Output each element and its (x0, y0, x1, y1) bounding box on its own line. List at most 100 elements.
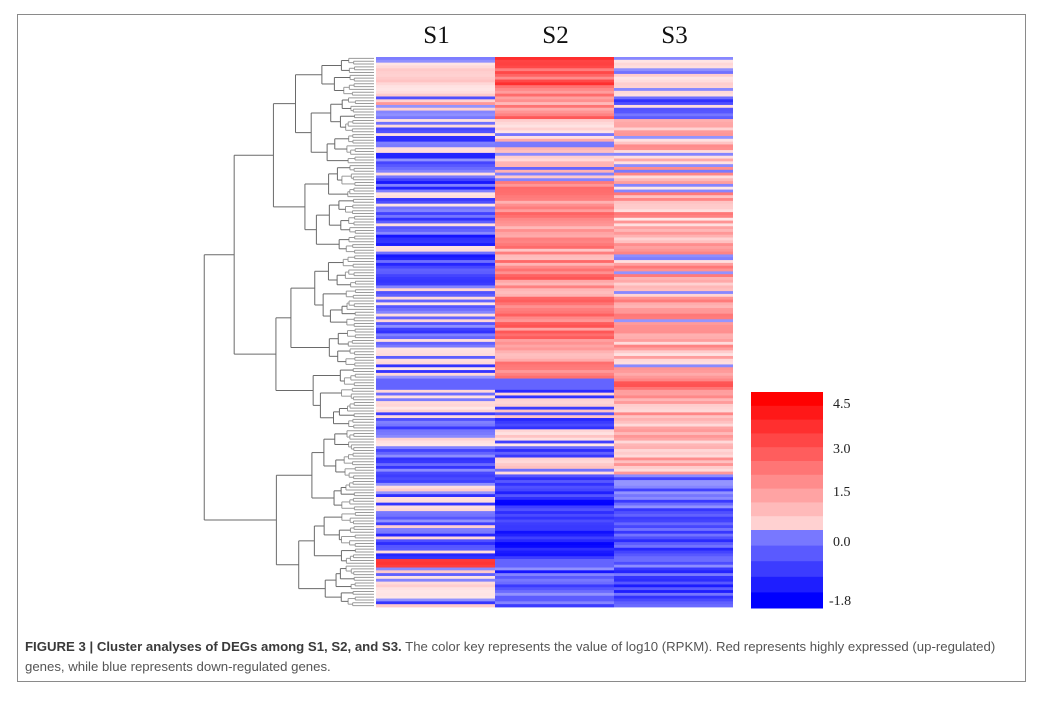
heatmap-cell (495, 291, 614, 295)
heatmap-cell (495, 200, 614, 205)
column-label-s1: S1 (423, 22, 450, 49)
heatmap-cell (614, 107, 733, 111)
heatmap-cell (376, 372, 495, 377)
heatmap-cell (614, 564, 733, 568)
heatmap-cell (495, 516, 614, 520)
heatmap-cell (614, 432, 733, 436)
color-key-swatch (751, 405, 823, 421)
heatmap-cell (376, 271, 495, 275)
heatmap-cell (376, 200, 495, 205)
heatmap-cell (495, 155, 614, 159)
heatmap-cell (376, 88, 495, 92)
heatmap-cell (376, 279, 495, 284)
heatmap-cell (614, 144, 733, 148)
heatmap-cell (495, 141, 614, 145)
heatmap-cell (614, 401, 733, 405)
heatmap-cell (376, 584, 495, 588)
heatmap-cell (495, 550, 614, 554)
color-key-tick-label: 1.5 (833, 485, 851, 500)
heatmap-cell (614, 398, 733, 402)
color-key-swatch (751, 576, 823, 593)
heatmap-cell (614, 403, 733, 408)
heatmap-cell (614, 395, 733, 399)
heatmap-cell (376, 468, 495, 473)
heatmap-cell (495, 73, 614, 78)
heatmap-cell (614, 426, 733, 430)
heatmap-cell (614, 282, 733, 286)
heatmap-cell (376, 130, 495, 134)
heatmap-cell (495, 384, 614, 388)
heatmap-cell (376, 474, 495, 478)
heatmap-cell (614, 570, 733, 574)
heatmap-cell (495, 310, 614, 315)
heatmap-cell (495, 573, 614, 577)
heatmap-cell (495, 195, 614, 199)
heatmap-cell (614, 451, 733, 456)
heatmap-cell (614, 364, 733, 368)
heatmap-cell (376, 378, 495, 382)
heatmap-cell (376, 214, 495, 219)
heatmap-cell (376, 581, 495, 585)
heatmap-cell (376, 420, 495, 425)
heatmap-cell (376, 155, 495, 159)
heatmap-cell (614, 567, 733, 571)
heatmap-cell (495, 341, 614, 346)
heatmap-cell (376, 316, 495, 320)
heatmap-cell (614, 437, 733, 441)
heatmap-cell (376, 254, 495, 258)
heatmap-cell (376, 367, 495, 371)
heatmap-cell (495, 164, 614, 168)
heatmap-cell (376, 398, 495, 402)
heatmap-cell (376, 477, 495, 481)
heatmap-cell (495, 59, 614, 64)
heatmap-cell (614, 409, 733, 413)
heatmap-cell (495, 124, 614, 128)
heatmap-cell (376, 449, 495, 453)
heatmap-cell (614, 169, 733, 174)
heatmap-cell (495, 169, 614, 174)
heatmap-cell (376, 288, 495, 292)
heatmap-cell (376, 296, 495, 300)
heatmap-cell (376, 71, 495, 75)
heatmap-cell (376, 350, 495, 354)
heatmap-cell (495, 175, 614, 179)
heatmap-cell (376, 68, 495, 72)
heatmap-cell (495, 575, 614, 580)
heatmap-cell (376, 429, 495, 433)
heatmap-cell (376, 243, 495, 247)
heatmap-cell (376, 169, 495, 174)
heatmap-cell (614, 99, 733, 103)
heatmap-cell (495, 339, 614, 343)
heatmap-cell (376, 164, 495, 168)
heatmap-cell (614, 90, 733, 95)
heatmap-cell (495, 511, 614, 515)
heatmap-cell (614, 454, 733, 458)
heatmap-cell (495, 150, 614, 154)
heatmap-cell (495, 209, 614, 213)
heatmap-cell (614, 420, 733, 425)
heatmap-cell (614, 423, 733, 427)
color-key (751, 392, 823, 609)
heatmap-cell (495, 277, 614, 281)
heatmap-cell (495, 110, 614, 114)
heatmap-cell (376, 116, 495, 120)
color-key-tick-label: 0.0 (833, 535, 851, 550)
heatmap-cell (495, 522, 614, 526)
heatmap-cell (614, 429, 733, 433)
heatmap-cell (495, 578, 614, 583)
heatmap-cell (376, 446, 495, 450)
heatmap-cell (614, 387, 733, 391)
heatmap-cell (376, 381, 495, 385)
heatmap-cell (614, 164, 733, 168)
heatmap-cell (376, 73, 495, 78)
heatmap-cell (376, 437, 495, 441)
heatmap-cell (614, 248, 733, 253)
heatmap-cell (495, 488, 614, 492)
heatmap-cell (376, 220, 495, 224)
heatmap-cell (495, 457, 614, 461)
heatmap-cell (495, 113, 614, 117)
heatmap-cell (376, 533, 495, 537)
heatmap-cell (614, 372, 733, 377)
heatmap-cell (376, 93, 495, 97)
heatmap-cell (495, 412, 614, 416)
